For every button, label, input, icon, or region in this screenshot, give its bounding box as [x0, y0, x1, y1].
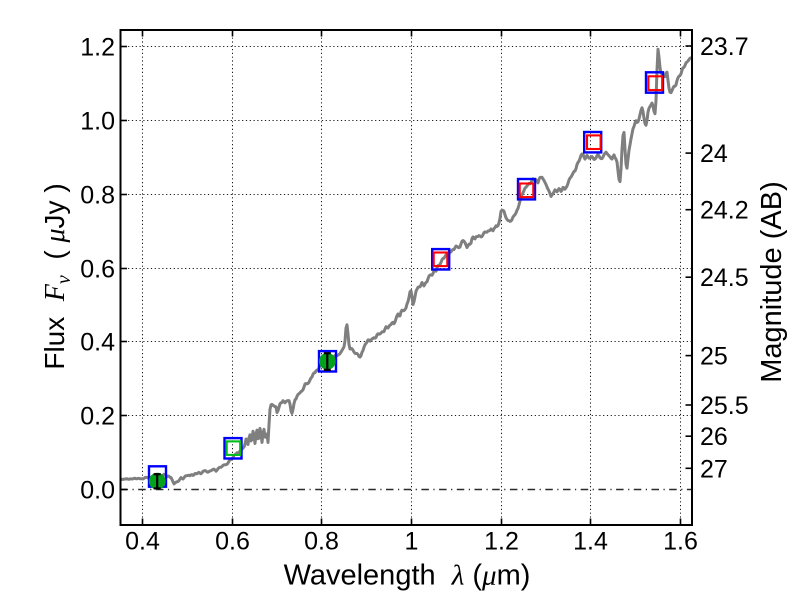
svg-text:1.2: 1.2 [80, 34, 115, 62]
svg-text:0.4: 0.4 [80, 329, 115, 357]
svg-text:0.6: 0.6 [215, 528, 250, 556]
svg-text:1.2: 1.2 [484, 528, 519, 556]
svg-text:26: 26 [700, 423, 728, 451]
svg-text:0.2: 0.2 [80, 403, 115, 431]
svg-text:0.6: 0.6 [80, 256, 115, 284]
svg-text:Magnitude (AB): Magnitude (AB) [756, 181, 788, 383]
svg-text:25.5: 25.5 [700, 392, 749, 420]
svg-text:1.0: 1.0 [80, 108, 115, 136]
svg-text:1.6: 1.6 [663, 528, 698, 556]
svg-text:27: 27 [700, 455, 728, 483]
svg-text:0.8: 0.8 [80, 182, 115, 210]
svg-text:0.8: 0.8 [304, 528, 339, 556]
svg-text:1: 1 [405, 528, 419, 556]
svg-text:25: 25 [700, 343, 728, 371]
svg-text:24.2: 24.2 [700, 197, 749, 225]
svg-text:24.5: 24.5 [700, 264, 749, 292]
svg-text:0.0: 0.0 [80, 477, 115, 505]
svg-text:1.4: 1.4 [573, 528, 608, 556]
svg-text:24: 24 [700, 140, 728, 168]
svg-text:0.4: 0.4 [125, 528, 160, 556]
svg-text:Wavelength λ (μm): Wavelength λ (μm) [284, 560, 531, 592]
svg-text:23.7: 23.7 [700, 33, 749, 61]
